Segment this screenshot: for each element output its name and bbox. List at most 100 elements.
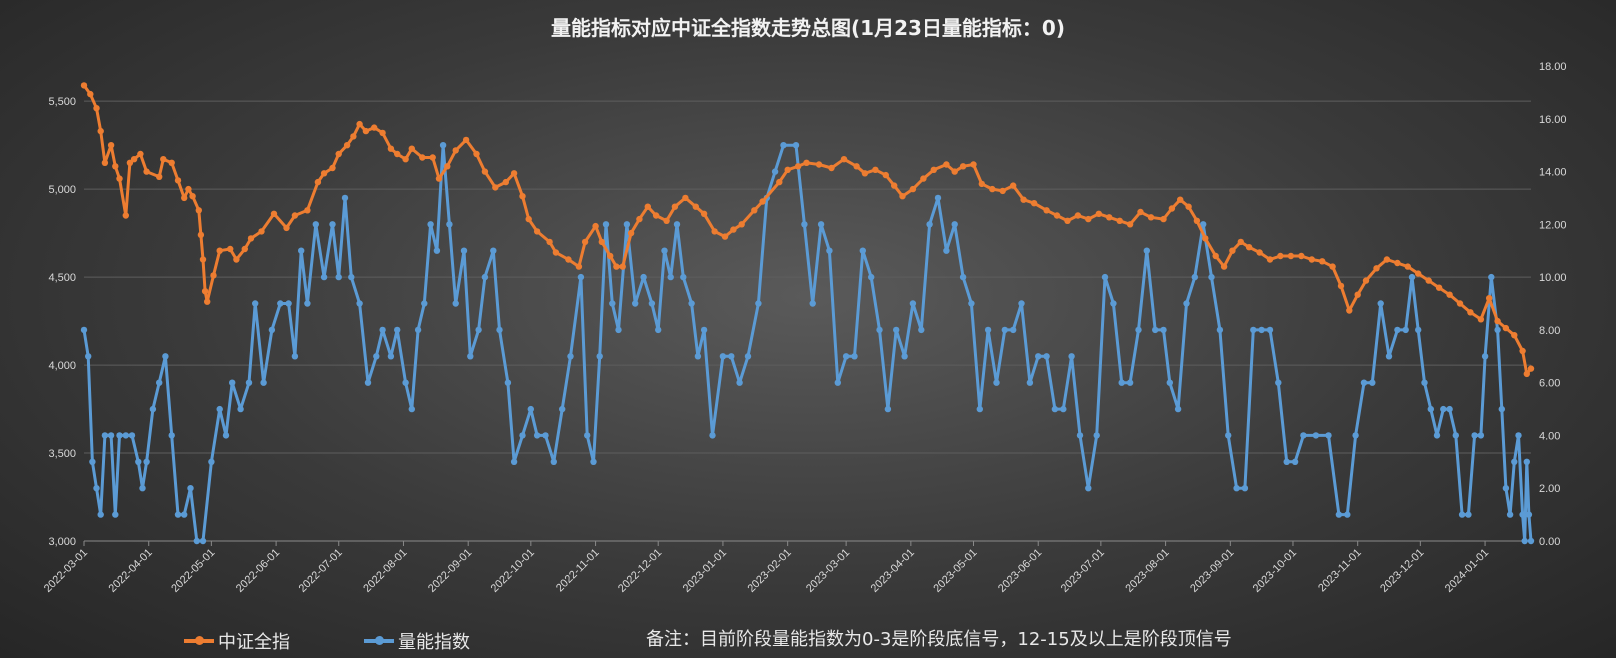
- data-point-index: [951, 168, 958, 175]
- data-point-index: [533, 228, 541, 235]
- data-point-volume: [97, 511, 104, 518]
- data-point-volume: [834, 379, 841, 386]
- data-point-volume: [648, 300, 656, 307]
- data-point-index: [1256, 249, 1263, 256]
- data-point-index: [959, 163, 967, 170]
- y-right-tick-label: 8.00: [1539, 325, 1560, 337]
- data-point-volume: [320, 273, 328, 281]
- x-tick-label: 2023-04-01: [869, 547, 917, 595]
- data-point-index: [473, 150, 480, 158]
- data-point-index: [1147, 214, 1155, 221]
- data-point-index: [1523, 370, 1531, 378]
- data-point-index: [452, 147, 459, 154]
- x-tick-label: 2023-01-01: [681, 547, 729, 595]
- data-point-volume: [1477, 432, 1485, 439]
- data-point-volume: [567, 353, 574, 360]
- data-point-volume: [876, 326, 883, 334]
- data-point-volume: [1433, 432, 1441, 439]
- data-point-index: [343, 142, 351, 149]
- data-point-index: [751, 207, 758, 214]
- data-point-index: [1337, 282, 1345, 290]
- data-point-index: [356, 120, 363, 128]
- data-point-index: [402, 156, 409, 163]
- data-point-index: [195, 207, 202, 214]
- data-point-volume: [291, 353, 299, 360]
- data-point-volume: [1118, 379, 1125, 386]
- data-point-volume: [755, 300, 762, 307]
- data-point-index: [137, 150, 144, 158]
- data-point-index: [444, 163, 451, 170]
- data-point-index: [122, 212, 129, 219]
- data-point-index: [481, 168, 489, 175]
- data-point-index: [97, 127, 104, 135]
- data-point-volume: [193, 537, 200, 545]
- y-right-tick-label: 16.00: [1539, 114, 1567, 126]
- data-point-volume: [1035, 353, 1042, 360]
- x-tick-label: 2022-04-01: [107, 547, 155, 595]
- data-point-volume: [700, 326, 708, 334]
- data-point-index: [581, 238, 589, 246]
- data-point-volume: [1300, 432, 1307, 439]
- data-point-index: [1106, 214, 1113, 221]
- data-point-volume: [1166, 379, 1174, 386]
- data-point-volume: [817, 221, 825, 228]
- data-point-volume: [801, 221, 808, 228]
- data-point-index: [1095, 210, 1103, 217]
- data-point-index: [803, 159, 810, 166]
- data-point-index: [1229, 247, 1236, 254]
- x-tick-label: 2022-03-01: [42, 547, 90, 595]
- data-point-index: [93, 105, 100, 112]
- data-point-index: [210, 272, 217, 279]
- data-point-volume: [394, 326, 401, 334]
- data-point-volume: [252, 300, 259, 307]
- data-point-index: [1502, 324, 1510, 332]
- data-point-index: [891, 182, 898, 189]
- data-point-volume: [268, 326, 276, 334]
- data-point-index: [1193, 217, 1201, 224]
- data-point-index: [1220, 263, 1228, 270]
- data-point-index: [999, 187, 1006, 195]
- data-point-volume: [143, 458, 150, 465]
- chart-title: 量能指标对应中证全指数走势总图(1月23日量能指标：0): [551, 16, 1065, 40]
- data-point-volume: [427, 221, 434, 228]
- data-point-volume: [680, 273, 687, 281]
- data-point-index: [143, 168, 150, 175]
- data-point-volume: [208, 458, 215, 465]
- data-point-volume: [577, 273, 585, 281]
- data-point-index: [546, 238, 553, 246]
- data-point-index: [1373, 265, 1380, 272]
- data-point-volume: [364, 379, 372, 386]
- data-point-volume: [335, 273, 342, 281]
- data-point-volume: [373, 353, 380, 360]
- data-point-volume: [1515, 432, 1522, 439]
- data-point-index: [1346, 307, 1353, 314]
- data-point-index: [189, 193, 196, 200]
- data-point-volume: [943, 247, 950, 254]
- x-tick-label: 2023-03-01: [804, 547, 852, 595]
- data-point-index: [1435, 284, 1443, 291]
- data-point-volume: [408, 405, 415, 413]
- data-point-index: [1527, 365, 1535, 372]
- data-point-index: [160, 156, 167, 163]
- data-point-volume: [460, 247, 468, 254]
- y-left-tick-label: 3,500: [48, 448, 76, 460]
- legend-swatch-index: [184, 636, 214, 645]
- data-point-index: [1160, 215, 1167, 223]
- data-point-volume: [1200, 221, 1207, 228]
- y-right-tick-label: 10.00: [1539, 272, 1567, 284]
- data-point-index: [87, 90, 94, 98]
- data-point-index: [1202, 235, 1209, 242]
- data-point-index: [1404, 263, 1412, 270]
- data-point-index: [1425, 277, 1432, 284]
- data-point-index: [1137, 208, 1144, 216]
- x-tick-label: 2023-07-01: [1059, 547, 1107, 595]
- data-point-volume: [116, 432, 123, 439]
- data-point-volume: [149, 405, 157, 413]
- data-point-volume: [1250, 326, 1257, 334]
- data-point-index: [247, 235, 255, 242]
- data-point-volume: [510, 458, 518, 465]
- data-point-volume: [341, 194, 349, 202]
- data-point-index: [815, 161, 823, 168]
- data-point-volume: [1051, 405, 1059, 413]
- data-point-index: [371, 124, 378, 131]
